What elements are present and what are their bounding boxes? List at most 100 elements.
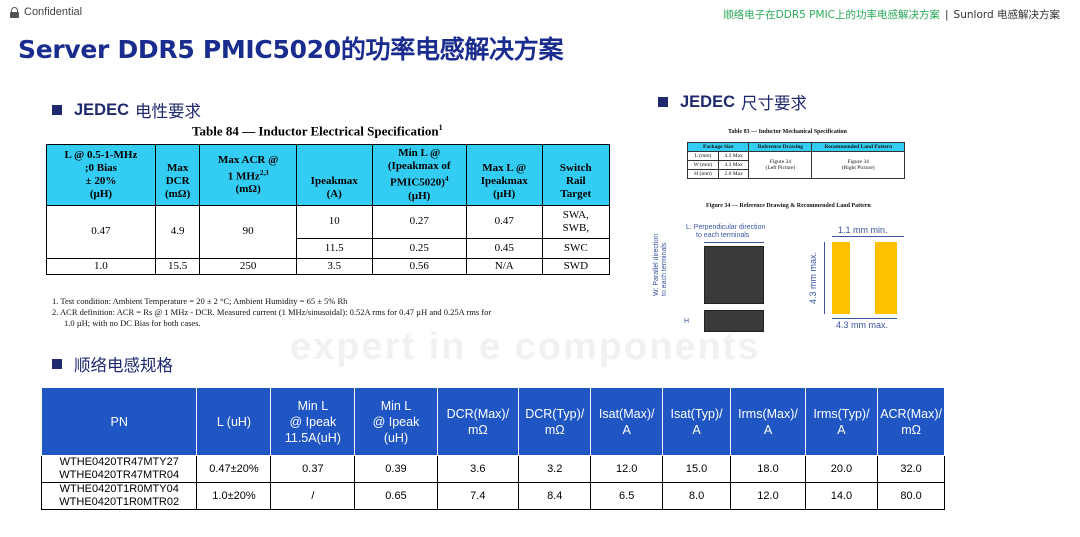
table84-notes: 1. Test condition: Ambient Temperature =… [52, 296, 612, 329]
note-2: 2. ACR definition: ACR = Rs @ 1 MHz - DC… [52, 307, 492, 317]
land-pad-right [875, 242, 897, 314]
table-header-row: PN L (uH) Min L @ Ipeak 11.5A(uH) Min L @ I… [40, 387, 945, 456]
cell: 0.27 [371, 204, 467, 239]
section-mechanical: JEDEC 尺寸要求 [658, 90, 807, 114]
cell: 250 [199, 257, 297, 275]
cell: 3.6 [436, 455, 519, 483]
cell: 12.0 [590, 455, 663, 483]
cell: 90 [199, 204, 297, 259]
section-mechanical-text: 尺寸要求 [741, 94, 808, 113]
header-minl: Min L @ Ipeak (uH) [354, 387, 438, 456]
breadcrumb-right: Sunlord 电感解决方案 [953, 9, 1060, 21]
vmax-dimension-label: 4.3 mm max. [808, 251, 818, 304]
header-maxl: Max L @ Ipeakmax (µH) [465, 144, 543, 206]
inductor-top-view [704, 246, 764, 304]
table-row: 0.47 4.9 90 10 0.27 0.47 SWA, SWB, [46, 204, 611, 259]
cell: SWD [541, 257, 611, 275]
cell: 6.5 [590, 482, 663, 510]
bullet-square-icon [52, 359, 62, 369]
inductor-side-view [704, 310, 764, 332]
cell: 7.4 [436, 482, 519, 510]
cell: 2.0 Max [717, 169, 750, 179]
header-minl: Min L @ (Ipeakmax of PMIC5020)4 (µH) [371, 144, 467, 206]
hmax-dimension-label: 4.3 mm max. [836, 320, 889, 330]
cell: 10 [295, 204, 373, 239]
cell: 11.5 [295, 237, 373, 259]
bullet-square-icon [52, 105, 62, 115]
mechanical-spec-table: Package Size Reference Drawing Recommend… [686, 142, 905, 179]
table83-caption: Table 83 — Inductor Mechanical Specifica… [728, 129, 847, 135]
bullet-square-icon [658, 97, 668, 107]
header-pn: PN [40, 387, 198, 456]
table-header-row: L @ 0.5-1-MHz ;0 Bias ± 20% (µH) Max DCR (mΩ)… [46, 144, 611, 206]
cell: 0.56 [371, 257, 467, 275]
section-electrical-bold: JEDEC [74, 100, 130, 119]
confidential-label: Confidential [10, 6, 82, 18]
cell: 1.0±20% [196, 482, 272, 510]
header-minl-115: Min L @ Ipeak 11.5A(uH) [270, 387, 356, 456]
top-bar: Confidential 顺络电子在DDR5 PMIC上的功率电感解决方案 | Su… [0, 0, 1080, 28]
section-spec-text: 顺络电感规格 [74, 356, 173, 375]
table84-caption: Table 84 — Inductor Electrical Specifica… [192, 123, 443, 139]
cell: / [270, 482, 356, 510]
cell: H (mm) [687, 169, 719, 179]
section-electrical: JEDEC 电性要求 [52, 98, 201, 122]
table-row: WTHE0420TR47MTY27 WTHE0420TR47MTR04 0.47±… [40, 455, 945, 483]
header-ref: Reference Drawing [748, 142, 813, 152]
cell: 4.3 Max [717, 160, 750, 170]
min-dimension-label: 1.1 mm min. [838, 225, 888, 235]
section-electrical-text: 电性要求 [135, 102, 202, 121]
page-title: Server DDR5 PMIC5020的功率电感解决方案 [18, 35, 564, 64]
header-dcr: Max DCR (mΩ) [154, 144, 201, 206]
cell-pn: WTHE0420TR47MTY27 WTHE0420TR47MTR04 [40, 455, 198, 483]
land-pad-left [832, 242, 850, 314]
header-ipeak: Ipeakmax (A) [295, 144, 373, 206]
section-spec: 顺络电感规格 [52, 352, 173, 376]
cell: 32.0 [877, 455, 945, 483]
header-irms-max: Irms(Max)/A [730, 387, 806, 456]
cell: 3.2 [517, 455, 592, 483]
header-l: L @ 0.5-1-MHz ;0 Bias ± 20% (µH) [46, 144, 156, 206]
cell: 15.0 [661, 455, 732, 483]
header-dcr-max: DCR(Max)/mΩ [436, 387, 519, 456]
cell: 8.0 [661, 482, 732, 510]
table-row: 1.0 15.5 250 3.5 0.56 N/A SWD [46, 257, 611, 275]
header-irms-typ: Irms(Typ)/A [804, 387, 879, 456]
watermark: expert in e components [290, 326, 761, 368]
table-header-row: Package Size Reference Drawing Recommend… [686, 142, 905, 152]
cell: 80.0 [877, 482, 945, 510]
cell: SWA, SWB, [541, 204, 611, 239]
l-dimension-label: L: Perpendicular direction to each termin… [686, 224, 766, 239]
cell: 0.47 [46, 204, 156, 259]
cell: 20.0 [804, 455, 879, 483]
cell: 14.0 [804, 482, 879, 510]
cell: Figure 34 (Right Picture) [811, 151, 905, 179]
cell: 0.37 [270, 455, 356, 483]
cell: 0.39 [354, 455, 438, 483]
hmax-dimension-line [832, 318, 897, 319]
cell: 0.25 [371, 237, 467, 259]
section-mechanical-bold: JEDEC [680, 92, 736, 111]
cell: 0.47±20% [196, 455, 272, 483]
cell: L (mm) [687, 151, 719, 161]
header-l: L (uH) [196, 387, 272, 456]
breadcrumb-separator: | [945, 9, 949, 21]
lock-icon [10, 6, 19, 18]
min-dimension-line [832, 236, 904, 237]
cell: 0.45 [465, 237, 543, 259]
w-dimension-label: W: Parallel direction to each terminals [653, 233, 668, 296]
vmax-dimension-line [824, 242, 825, 314]
cell: SWC [541, 237, 611, 259]
cell: W (mm) [687, 160, 719, 170]
l-dimension-line [704, 242, 764, 243]
cell: 8.4 [517, 482, 592, 510]
confidential-text: Confidential [24, 6, 83, 18]
cell: 4.9 [154, 204, 201, 259]
header-dcr-typ: DCR(Typ)/mΩ [517, 387, 592, 456]
header-package: Package Size [686, 142, 750, 152]
breadcrumb-left: 顺络电子在DDR5 PMIC上的功率电感解决方案 [723, 9, 940, 21]
header-acr: Max ACR @1 MHz2,3 (mΩ) [199, 144, 297, 206]
h-dimension-label: H [684, 318, 690, 325]
cell: 0.65 [354, 482, 438, 510]
header-switch: Switch Rail Target [541, 144, 611, 206]
